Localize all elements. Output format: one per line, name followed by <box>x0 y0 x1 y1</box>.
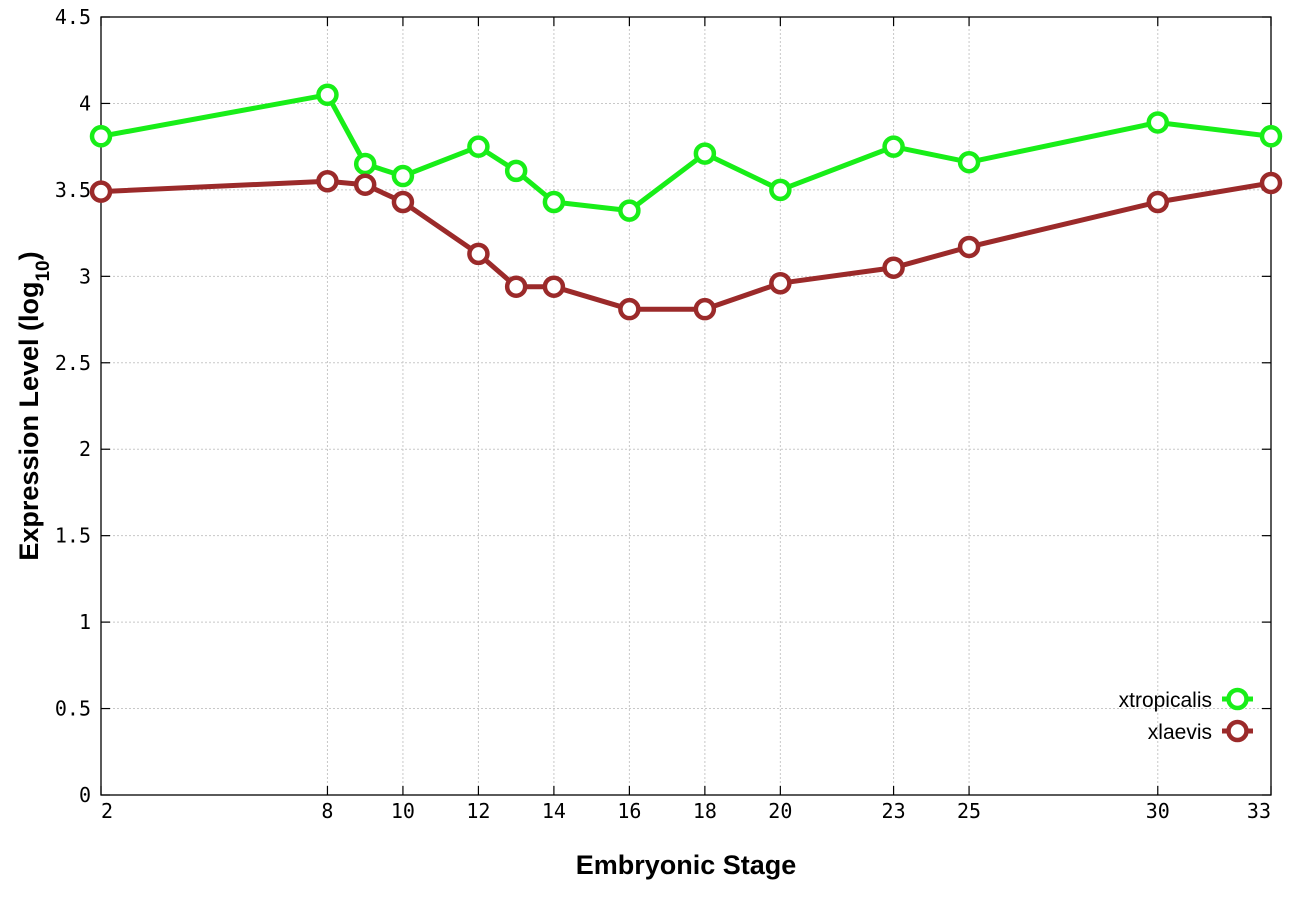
data-point-xlaevis <box>1146 190 1170 214</box>
x-tick-label: 16 <box>617 799 641 823</box>
y-tick-label: 4.5 <box>55 5 91 29</box>
legend-swatch-marker <box>1226 719 1249 743</box>
x-tick-label: 10 <box>391 799 415 823</box>
series-line-xlaevis <box>100 178 1272 312</box>
legend-swatch-marker <box>1226 687 1249 711</box>
legend-label: xlaevis <box>1148 721 1212 744</box>
x-tick-label: 18 <box>693 799 717 823</box>
x-tick-label: 30 <box>1146 799 1170 823</box>
y-axis-title-main: Expression Level (log <box>14 282 44 561</box>
data-point-xlaevis <box>353 173 377 196</box>
data-point-xtropicalis <box>89 125 113 148</box>
y-tick-label: 1 <box>79 610 91 634</box>
data-point-xlaevis <box>467 242 490 266</box>
data-point-xtropicalis <box>769 178 792 202</box>
x-tick-label: 23 <box>882 799 906 823</box>
y-tick-label: 0 <box>79 783 91 807</box>
series-line-xtropicalis <box>100 92 1272 214</box>
data-point-xtropicalis <box>882 135 905 158</box>
x-tick-label: 2 <box>101 799 113 823</box>
data-point-xlaevis <box>618 297 641 321</box>
data-point-xtropicalis <box>353 152 377 176</box>
data-point-xtropicalis <box>467 135 490 158</box>
y-tick-label: 3 <box>79 264 91 288</box>
data-point-xlaevis <box>504 275 528 298</box>
data-point-xlaevis <box>316 169 339 193</box>
plot-frame <box>100 16 1272 796</box>
x-tick-label: 14 <box>542 799 566 823</box>
y-tick-label: 2.5 <box>55 351 91 375</box>
data-point-xtropicalis <box>1146 111 1170 134</box>
y-tick-label: 2 <box>79 437 91 461</box>
legend-label: xtropicalis <box>1119 689 1212 712</box>
y-tick-label: 0.5 <box>55 697 91 721</box>
data-point-xtropicalis <box>391 164 415 188</box>
y-axis-title: Expression Level (log10) <box>14 251 54 560</box>
data-point-xlaevis <box>693 297 717 321</box>
x-tick-label: 12 <box>466 799 490 823</box>
y-axis-title-close: ) <box>14 251 44 260</box>
data-point-xlaevis <box>769 271 792 295</box>
y-axis-title-subscript: 10 <box>33 260 54 281</box>
x-tick-label: 25 <box>957 799 981 823</box>
legend: xtropicalis xlaevis <box>1119 687 1253 744</box>
data-point-xtropicalis <box>316 83 339 107</box>
series-xlaevis <box>89 169 1283 321</box>
y-tick-label: 1.5 <box>55 524 91 548</box>
data-point-xlaevis <box>882 256 905 279</box>
data-point-xtropicalis <box>542 190 566 214</box>
data-point-xlaevis <box>89 180 113 203</box>
y-tick-label: 4 <box>79 91 91 115</box>
x-tick-label: 33 <box>1247 799 1271 823</box>
data-point-xtropicalis <box>504 159 528 183</box>
axis-ticks: 0 0.5 1 1.5 2 2.5 3 3.5 4 4.5 2 8 10 12 14 16 18 20 23 25 30… <box>55 5 1272 823</box>
series-xtropicalis <box>89 83 1283 222</box>
data-point-xtropicalis <box>957 150 981 174</box>
x-tick-label: 8 <box>321 799 333 823</box>
x-tick-label: 20 <box>768 799 792 823</box>
grid-lines <box>101 17 1271 795</box>
data-point-xtropicalis <box>618 199 641 222</box>
data-point-xtropicalis <box>1259 125 1283 148</box>
y-tick-label: 3.5 <box>55 178 91 202</box>
data-point-xlaevis <box>957 235 981 259</box>
series-layer <box>89 83 1283 321</box>
data-point-xlaevis <box>542 275 566 298</box>
data-point-xtropicalis <box>693 142 717 165</box>
x-axis-title: Embryonic Stage <box>576 850 797 880</box>
data-point-xlaevis <box>391 190 415 214</box>
data-point-xlaevis <box>1259 171 1283 195</box>
